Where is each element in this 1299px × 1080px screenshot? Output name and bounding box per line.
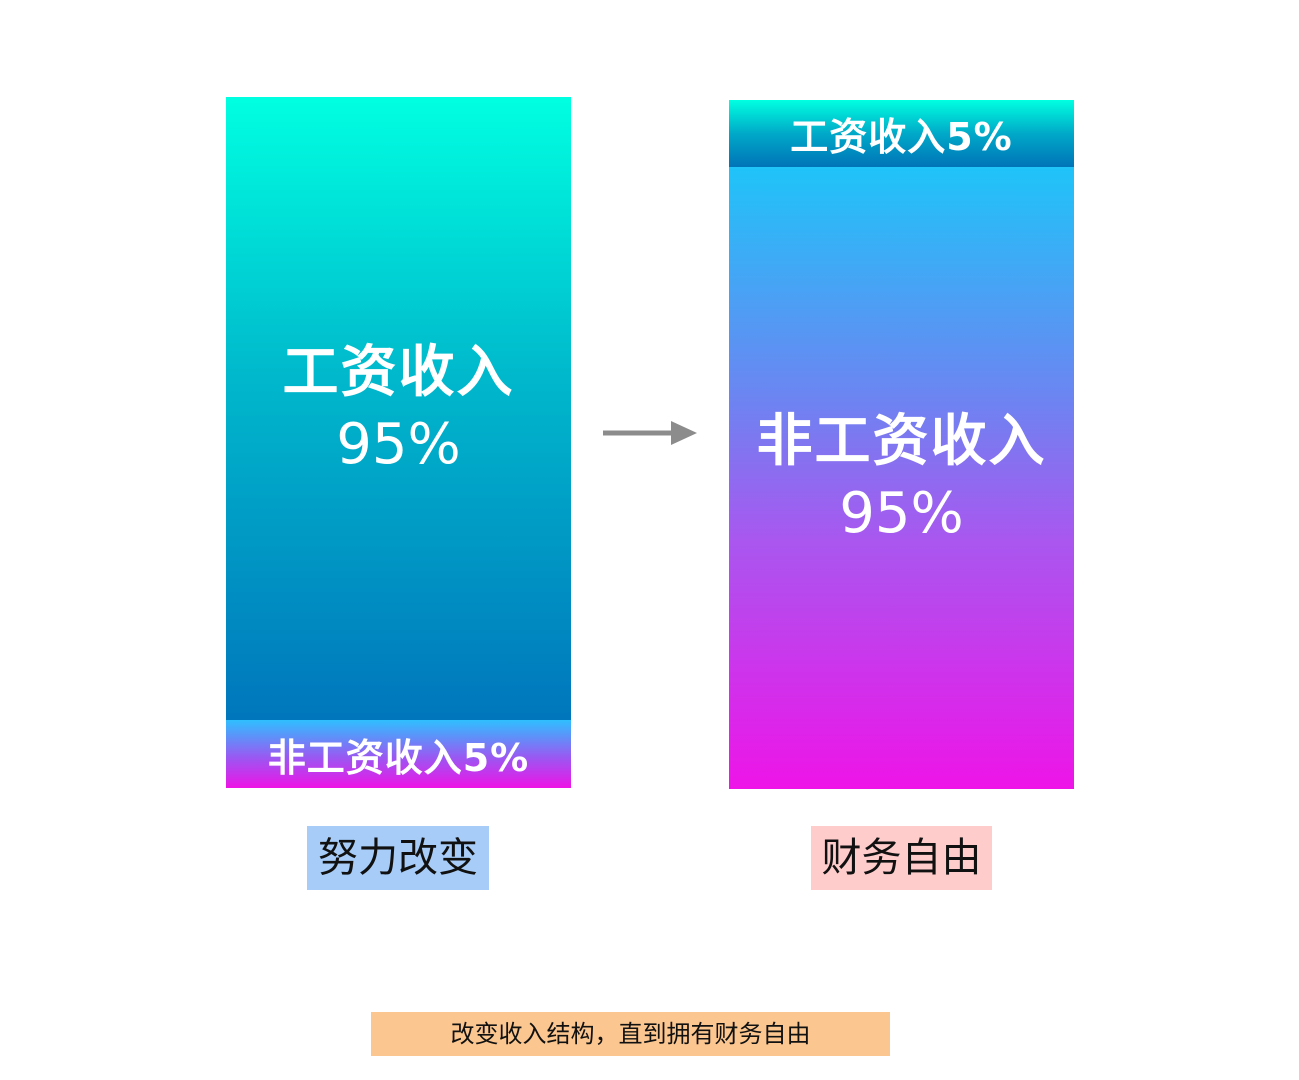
left-income-bar: 工资收入 95% 非工资收入5% (226, 97, 571, 788)
left-salary-value: 95% (336, 411, 461, 477)
right-non-salary-segment: 非工资收入 95% (729, 167, 1074, 789)
right-salary-label: 工资收入5% (790, 115, 1013, 159)
left-non-salary-segment: 非工资收入5% (226, 720, 571, 788)
left-salary-segment: 工资收入 95% (226, 97, 571, 720)
right-income-bar: 工资收入5% 非工资收入 95% (729, 100, 1074, 789)
right-caption: 财务自由 (811, 826, 992, 890)
left-non-salary-label: 非工资收入5% (267, 735, 530, 780)
right-arrow-icon (603, 421, 697, 445)
right-non-salary-label: 非工资收入 (756, 409, 1047, 474)
left-salary-label: 工资收入 (282, 339, 515, 405)
right-non-salary-value: 95% (839, 481, 964, 546)
right-salary-segment: 工资收入5% (729, 100, 1074, 167)
left-caption: 努力改变 (307, 826, 489, 890)
footer-note: 改变收入结构，直到拥有财务自由 (371, 1012, 890, 1056)
